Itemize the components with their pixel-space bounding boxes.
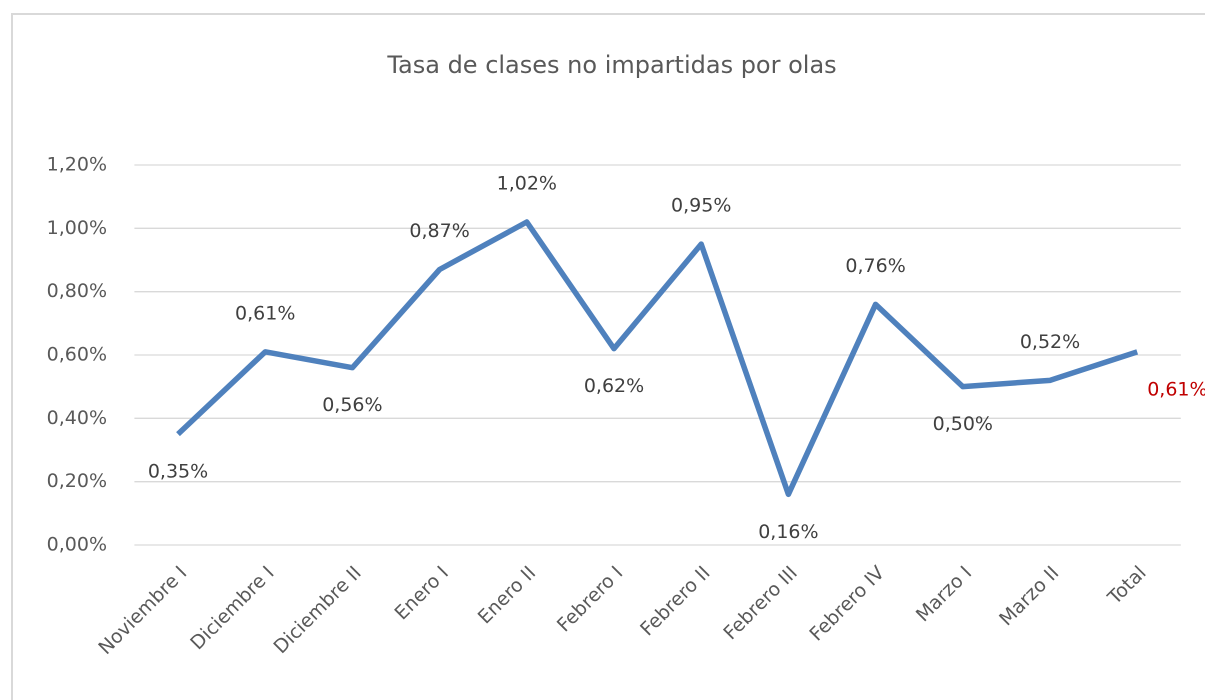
- data-label: 0,95%: [671, 195, 731, 217]
- data-label: 0,56%: [322, 394, 382, 416]
- data-label: 0,16%: [758, 521, 818, 543]
- y-tick-label: 1,00%: [47, 217, 107, 239]
- data-label: 0,61%: [1147, 378, 1205, 400]
- data-label: 0,50%: [933, 413, 993, 435]
- data-label: 1,02%: [497, 173, 557, 195]
- y-tick-label: 0,60%: [47, 344, 107, 366]
- data-label: 0,76%: [845, 255, 905, 277]
- y-tick-label: 0,80%: [47, 280, 107, 302]
- data-label: 0,87%: [409, 220, 469, 242]
- data-line: [176, 219, 1139, 498]
- y-tick-label: 0,40%: [47, 407, 107, 429]
- y-tick-label: 1,20%: [47, 154, 107, 176]
- data-label: 0,61%: [235, 302, 295, 324]
- data-label: 0,35%: [148, 461, 208, 483]
- data-label: 0,52%: [1020, 331, 1080, 353]
- chart-title: Tasa de clases no impartidas por olas: [386, 51, 836, 79]
- y-tick-label: 0,20%: [47, 470, 107, 492]
- data-label: 0,62%: [584, 375, 644, 397]
- y-tick-label: 0,00%: [47, 534, 107, 556]
- chart-frame: [11, 13, 1205, 700]
